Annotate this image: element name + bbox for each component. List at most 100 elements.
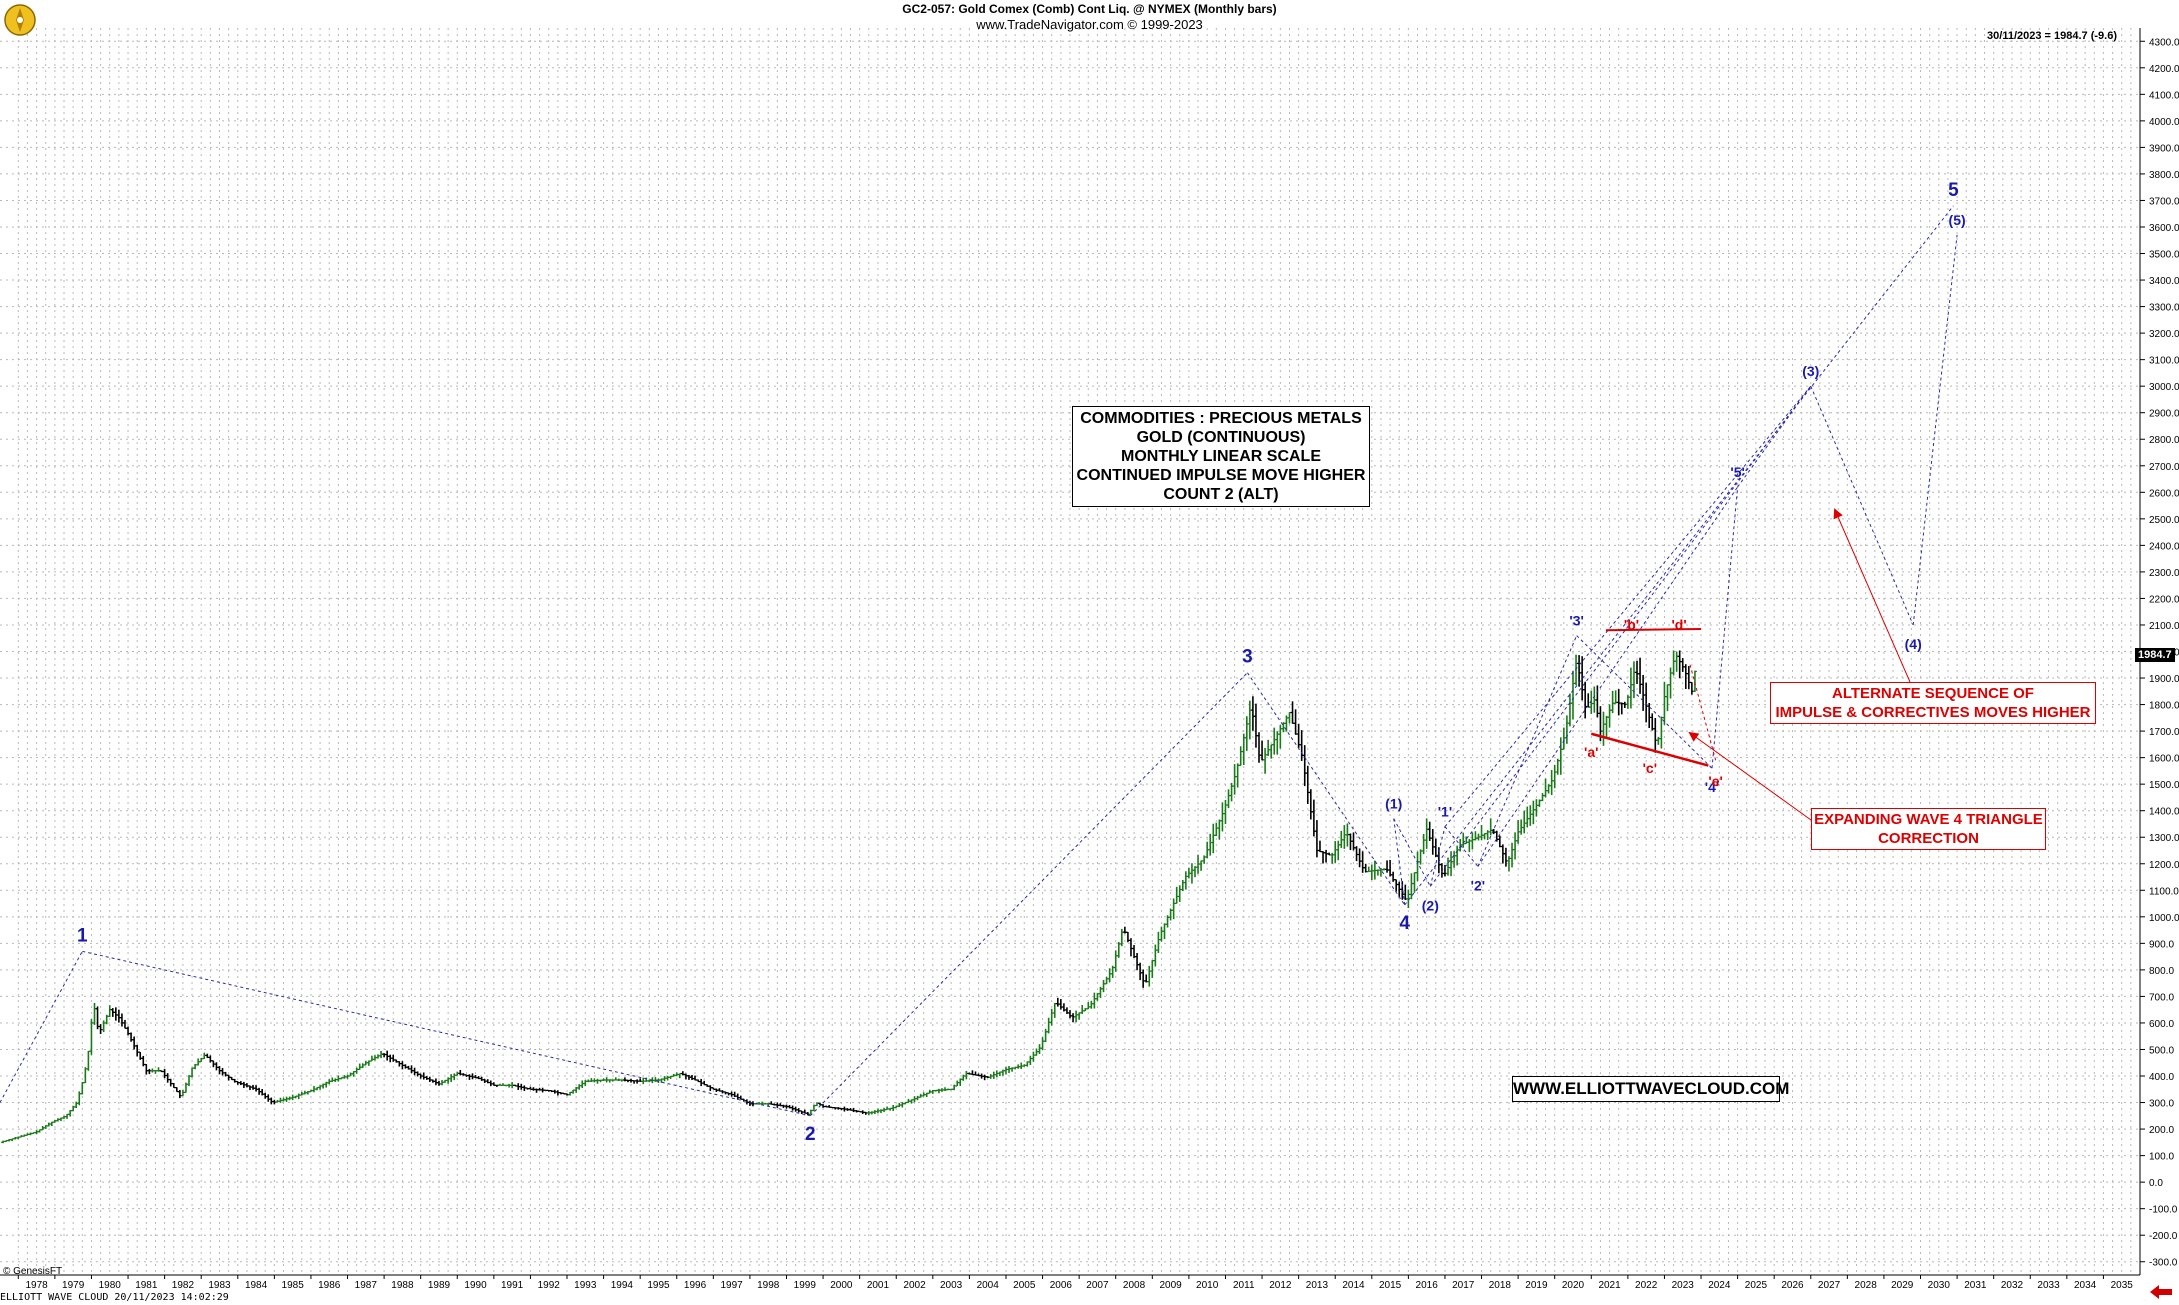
price-bar — [1531, 800, 1536, 825]
price-bar — [982, 1074, 987, 1081]
y-tick-label: 0.0 — [2149, 1178, 2163, 1189]
price-bar — [147, 1068, 152, 1075]
price-bar — [1247, 700, 1252, 740]
y-tick-label: 1800.0 — [2149, 701, 2179, 712]
y-tick-label: 1500.0 — [2149, 780, 2179, 791]
price-bar — [177, 1089, 182, 1099]
price-bar — [1250, 696, 1255, 731]
last-price-badge: 1984.7 — [2135, 648, 2175, 662]
price-bar — [412, 1067, 417, 1076]
x-tick-label: 2032 — [2001, 1280, 2024, 1291]
footer-caption: ELLIOTT WAVE CLOUD 20/11/2023 14:02:29 — [0, 1292, 229, 1303]
y-tick-label: 300.0 — [2149, 1099, 2174, 1110]
y-tick-label: 4000.0 — [2149, 117, 2179, 128]
price-bar — [1217, 819, 1222, 840]
x-tick-label: 2018 — [1489, 1280, 1512, 1291]
price-bar — [1446, 857, 1451, 876]
price-bar — [1665, 684, 1670, 712]
price-bar — [168, 1078, 173, 1087]
price-bar — [1074, 1010, 1079, 1023]
price-bar — [1192, 866, 1197, 878]
x-tick-label: 2029 — [1891, 1280, 1914, 1291]
x-tick-label: 2008 — [1123, 1280, 1146, 1291]
x-tick-label: 1995 — [647, 1280, 670, 1291]
x-tick-label: 1983 — [208, 1280, 231, 1291]
y-tick-label: 1000.0 — [2149, 913, 2179, 924]
x-tick-label: 2022 — [1635, 1280, 1658, 1291]
price-bar — [1174, 886, 1179, 905]
y-tick-label: 2100.0 — [2149, 621, 2179, 632]
y-tick-label: 100.0 — [2149, 1152, 2174, 1163]
price-bar — [1552, 764, 1557, 789]
y-tick-label: -200.0 — [2149, 1231, 2178, 1242]
price-bar — [580, 1080, 585, 1089]
price-bar — [1211, 823, 1216, 854]
y-tick-label: 1700.0 — [2149, 727, 2179, 738]
price-bar — [1147, 965, 1152, 987]
x-tick-label: 2025 — [1745, 1280, 1768, 1291]
price-bar — [385, 1050, 390, 1061]
x-tick-label: 1987 — [355, 1280, 378, 1291]
x-tick-label: 1997 — [720, 1280, 743, 1291]
price-bar — [1470, 832, 1475, 850]
price-bar — [790, 1105, 795, 1111]
price-bar — [1040, 1037, 1045, 1051]
price-bar — [1113, 950, 1118, 972]
expanding-triangle-callout: EXPANDING WAVE 4 TRIANGLE CORRECTION — [1811, 808, 2046, 850]
x-tick-label: 1982 — [172, 1280, 195, 1291]
price-bar — [247, 1085, 252, 1091]
y-tick-label: 3400.0 — [2149, 276, 2179, 287]
y-tick-label: 1300.0 — [2149, 833, 2179, 844]
x-tick-label: 2000 — [830, 1280, 853, 1291]
price-bar — [424, 1076, 429, 1080]
price-bar — [577, 1084, 582, 1090]
price-bar — [470, 1073, 475, 1080]
price-bar — [1138, 962, 1143, 981]
price-bar — [113, 1007, 118, 1021]
info-line-1: COMMODITIES : PRECIOUS METALS — [1080, 410, 1362, 427]
y-tick-label: 1400.0 — [2149, 807, 2179, 818]
x-tick-label: 1989 — [428, 1280, 451, 1291]
channel-line — [1404, 205, 1954, 906]
info-box: COMMODITIES : PRECIOUS METALS GOLD (CONT… — [1072, 406, 1370, 507]
y-tick-label: 3100.0 — [2149, 356, 2179, 367]
x-tick-label: 1990 — [464, 1280, 487, 1291]
price-bar — [1058, 999, 1063, 1010]
wave-label: (5) — [1949, 212, 1966, 228]
y-tick-label: 200.0 — [2149, 1125, 2174, 1136]
expanding-line-1: EXPANDING WAVE 4 TRIANGLE — [1814, 811, 2043, 828]
price-bar — [92, 1003, 97, 1025]
x-tick-label: 1988 — [391, 1280, 414, 1291]
y-tick-label: 1200.0 — [2149, 860, 2179, 871]
price-bar — [1641, 674, 1646, 711]
price-bar — [116, 1009, 121, 1023]
x-tick-label: 2017 — [1452, 1280, 1475, 1291]
price-bar — [132, 1036, 137, 1050]
price-bar — [1513, 832, 1518, 860]
x-tick-label: 1981 — [135, 1280, 158, 1291]
price-bar — [1180, 879, 1185, 892]
price-bar — [266, 1094, 271, 1102]
price-bar — [1214, 822, 1219, 837]
price-bar — [1046, 1017, 1051, 1034]
price-bar — [244, 1083, 249, 1088]
price-bar — [1567, 693, 1572, 727]
x-tick-label: 2013 — [1306, 1280, 1329, 1291]
website-box: WWW.ELLIOTTWAVECLOUD.COM — [1512, 1076, 1789, 1102]
price-bar — [214, 1062, 219, 1071]
price-bar — [1610, 690, 1615, 714]
price-bar — [80, 1082, 85, 1095]
scroll-left-arrow-icon[interactable] — [2148, 1283, 2174, 1301]
tradenavigator-logo-icon — [4, 4, 36, 36]
wave-label: 2 — [805, 1124, 816, 1145]
price-bar — [1333, 841, 1338, 863]
x-tick-label: 1986 — [318, 1280, 341, 1291]
y-tick-label: 3200.0 — [2149, 329, 2179, 340]
y-tick-label: 2700.0 — [2149, 462, 2179, 473]
price-bar — [1183, 871, 1188, 890]
price-bar — [1272, 727, 1277, 755]
price-bar — [436, 1080, 441, 1086]
x-tick-label: 2031 — [1964, 1280, 1987, 1291]
alternate-pointer — [1833, 508, 1911, 683]
y-tick-label: -300.0 — [2149, 1258, 2178, 1269]
